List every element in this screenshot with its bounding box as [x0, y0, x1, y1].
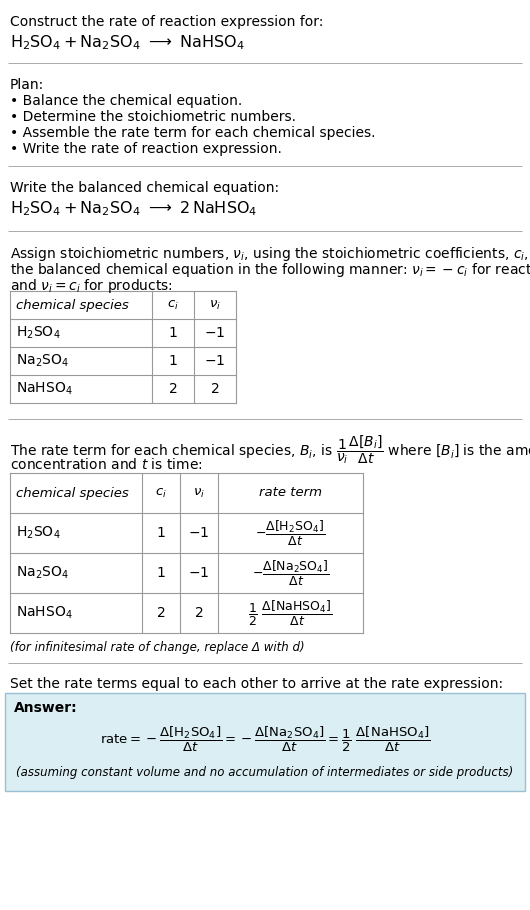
Text: Construct the rate of reaction expression for:: Construct the rate of reaction expressio… [10, 15, 323, 29]
Text: $-1$: $-1$ [188, 526, 210, 540]
Text: (assuming constant volume and no accumulation of intermediates or side products): (assuming constant volume and no accumul… [16, 766, 514, 779]
Text: and $\nu_i = c_i$ for products:: and $\nu_i = c_i$ for products: [10, 277, 173, 295]
Text: 2: 2 [210, 382, 219, 396]
Text: $\mathrm{Na_2SO_4}$: $\mathrm{Na_2SO_4}$ [16, 565, 69, 581]
Text: chemical species: chemical species [16, 487, 129, 500]
Text: Assign stoichiometric numbers, $\nu_i$, using the stoichiometric coefficients, $: Assign stoichiometric numbers, $\nu_i$, … [10, 245, 530, 263]
Text: $-1$: $-1$ [205, 326, 226, 340]
Text: (for infinitesimal rate of change, replace Δ with d): (for infinitesimal rate of change, repla… [10, 641, 305, 654]
Text: rate term: rate term [259, 487, 322, 500]
Text: $\mathrm{H_2SO_4}$: $\mathrm{H_2SO_4}$ [16, 325, 60, 341]
Text: • Determine the stoichiometric numbers.: • Determine the stoichiometric numbers. [10, 110, 296, 124]
Text: Answer:: Answer: [14, 701, 77, 715]
Text: $\mathrm{rate} = -\dfrac{\Delta[\mathrm{H_2SO_4}]}{\Delta t} = -\dfrac{\Delta[\m: $\mathrm{rate} = -\dfrac{\Delta[\mathrm{… [100, 724, 430, 753]
Text: Set the rate terms equal to each other to arrive at the rate expression:: Set the rate terms equal to each other t… [10, 677, 503, 691]
Text: 1: 1 [169, 354, 178, 368]
Text: the balanced chemical equation in the following manner: $\nu_i = -c_i$ for react: the balanced chemical equation in the fo… [10, 261, 530, 279]
Text: The rate term for each chemical species, $B_i$, is $\dfrac{1}{\nu_i}\dfrac{\Delt: The rate term for each chemical species,… [10, 433, 530, 466]
Text: $\nu_i$: $\nu_i$ [209, 298, 221, 311]
Text: 2: 2 [195, 606, 204, 620]
Text: $\mathrm{H_2SO_4 + Na_2SO_4 \ \longrightarrow \ NaHSO_4}$: $\mathrm{H_2SO_4 + Na_2SO_4 \ \longright… [10, 33, 245, 52]
Text: • Balance the chemical equation.: • Balance the chemical equation. [10, 94, 242, 108]
Text: $\mathrm{H_2SO_4}$: $\mathrm{H_2SO_4}$ [16, 525, 60, 541]
Text: chemical species: chemical species [16, 298, 129, 311]
Text: $-1$: $-1$ [205, 354, 226, 368]
Text: $c_i$: $c_i$ [155, 487, 167, 500]
Text: 1: 1 [156, 526, 165, 540]
Text: $\mathrm{H_2SO_4 + Na_2SO_4 \ \longrightarrow \ 2\,NaHSO_4}$: $\mathrm{H_2SO_4 + Na_2SO_4 \ \longright… [10, 199, 258, 217]
Text: $c_i$: $c_i$ [167, 298, 179, 311]
Text: $-1$: $-1$ [188, 566, 210, 580]
Text: • Assemble the rate term for each chemical species.: • Assemble the rate term for each chemic… [10, 126, 375, 140]
Text: 2: 2 [169, 382, 178, 396]
Text: $-\dfrac{\Delta[\mathrm{H_2SO_4}]}{\Delta t}$: $-\dfrac{\Delta[\mathrm{H_2SO_4}]}{\Delt… [255, 519, 325, 548]
Text: 1: 1 [169, 326, 178, 340]
FancyBboxPatch shape [5, 693, 525, 791]
Text: $\mathrm{NaHSO_4}$: $\mathrm{NaHSO_4}$ [16, 380, 73, 397]
Text: 1: 1 [156, 566, 165, 580]
Text: $\dfrac{1}{2}\ \dfrac{\Delta[\mathrm{NaHSO_4}]}{\Delta t}$: $\dfrac{1}{2}\ \dfrac{\Delta[\mathrm{NaH… [249, 599, 332, 628]
Text: $-\dfrac{\Delta[\mathrm{Na_2SO_4}]}{\Delta t}$: $-\dfrac{\Delta[\mathrm{Na_2SO_4}]}{\Del… [252, 559, 329, 588]
Text: $\mathrm{Na_2SO_4}$: $\mathrm{Na_2SO_4}$ [16, 353, 69, 369]
Text: Write the balanced chemical equation:: Write the balanced chemical equation: [10, 181, 279, 195]
Text: Plan:: Plan: [10, 78, 44, 92]
Text: concentration and $t$ is time:: concentration and $t$ is time: [10, 457, 202, 472]
Text: $\nu_i$: $\nu_i$ [193, 487, 205, 500]
Text: $\mathrm{NaHSO_4}$: $\mathrm{NaHSO_4}$ [16, 605, 73, 622]
Text: 2: 2 [157, 606, 165, 620]
Text: • Write the rate of reaction expression.: • Write the rate of reaction expression. [10, 142, 282, 156]
